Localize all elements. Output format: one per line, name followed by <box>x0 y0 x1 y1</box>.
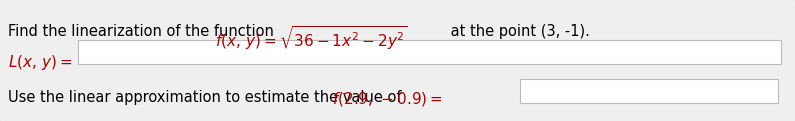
Text: $f(x,\,y) = \sqrt{36 - 1x^2 - 2y^2}$: $f(x,\,y) = \sqrt{36 - 1x^2 - 2y^2}$ <box>215 24 408 52</box>
Text: $L(x,\,y) =$: $L(x,\,y) =$ <box>8 53 73 72</box>
Text: at the point (3, -1).: at the point (3, -1). <box>446 24 590 39</box>
FancyBboxPatch shape <box>520 79 778 103</box>
Text: Use the linear approximation to estimate the value of: Use the linear approximation to estimate… <box>8 90 406 105</box>
Text: Find the linearization of the function: Find the linearization of the function <box>8 24 278 39</box>
Text: $f(2.9,\,-0.9) =$: $f(2.9,\,-0.9) =$ <box>332 90 443 108</box>
FancyBboxPatch shape <box>78 40 781 64</box>
